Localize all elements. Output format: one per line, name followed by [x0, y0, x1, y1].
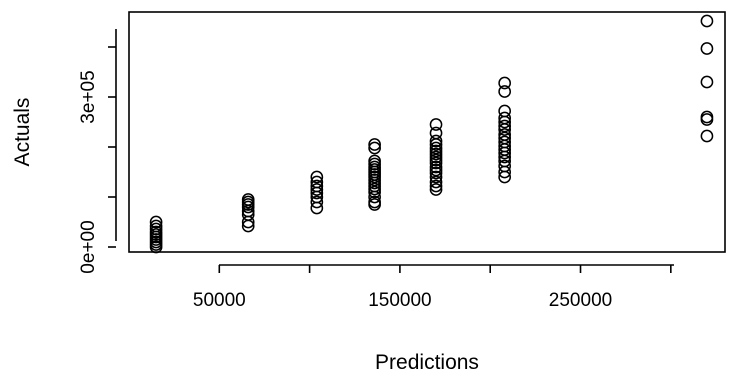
x-axis-ticks: 50000 150000 250000: [193, 265, 672, 311]
data-point: [429, 118, 443, 131]
y-tick-label: 0e+00: [78, 220, 99, 273]
data-point: [498, 115, 512, 129]
data-point: [429, 179, 443, 193]
data-point: [429, 183, 443, 196]
x-tick-label: 50000: [193, 290, 246, 311]
data-point: [149, 240, 163, 254]
data-point: [429, 150, 443, 164]
data-point: [149, 215, 163, 229]
data-point: [241, 200, 255, 214]
data-point: [241, 215, 255, 229]
data-point: [429, 147, 443, 161]
data-point: [429, 144, 443, 158]
data-point: [700, 75, 714, 89]
data-point: [241, 219, 255, 233]
y-tick-label: 3e+05: [78, 70, 99, 123]
data-point: [310, 186, 324, 200]
data-point: [429, 160, 443, 174]
data-point: [700, 129, 714, 143]
data-point: [310, 201, 324, 215]
data-point: [498, 150, 512, 164]
data-point: [368, 176, 381, 190]
data-point: [429, 138, 443, 151]
data-point: [429, 175, 443, 189]
data-points: [149, 14, 714, 254]
x-tick-label: 250000: [549, 290, 612, 311]
data-point: [429, 134, 443, 148]
data-point: [498, 119, 512, 133]
data-point: [498, 123, 512, 136]
data-point: [429, 141, 443, 155]
data-point: [310, 170, 324, 184]
x-axis-title: Predictions: [375, 351, 479, 374]
data-point: [700, 42, 714, 55]
data-point: [429, 166, 443, 180]
data-point: [310, 195, 324, 209]
data-point: [368, 170, 381, 184]
data-point: [368, 185, 381, 199]
data-point: [700, 110, 714, 124]
data-point: [368, 182, 381, 196]
data-point: [498, 146, 512, 160]
data-point: [368, 173, 381, 187]
y-axis-title: Actuals: [11, 98, 34, 167]
y-axis-ticks: 0e+00 3e+05: [78, 46, 116, 274]
data-point: [368, 138, 381, 151]
data-point: [498, 76, 512, 90]
data-point: [429, 153, 443, 167]
data-point: [498, 85, 512, 98]
data-point: [700, 14, 714, 28]
data-point: [429, 163, 443, 177]
data-point: [429, 156, 443, 170]
data-point: [498, 165, 512, 179]
plot-frame: [128, 11, 726, 253]
data-point: [368, 198, 381, 211]
data-point: [700, 113, 714, 126]
x-tick-label: 150000: [368, 290, 431, 311]
data-point: [498, 170, 512, 184]
data-point: [310, 183, 324, 196]
data-point: [368, 141, 381, 155]
data-point: [368, 190, 381, 204]
data-point: [429, 170, 443, 184]
